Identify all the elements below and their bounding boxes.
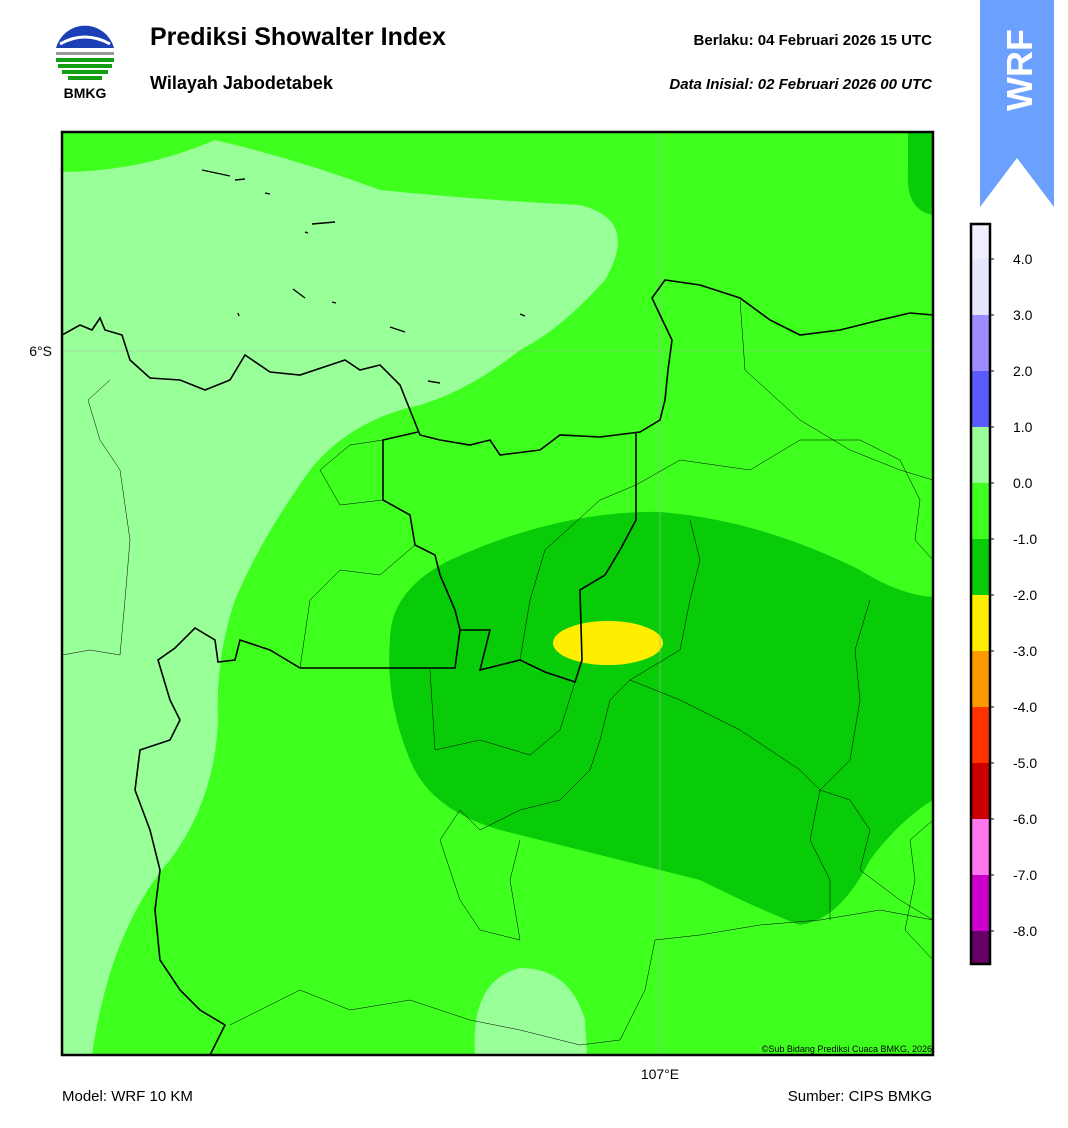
colorbar-segment bbox=[971, 539, 990, 595]
colorbar-label: 4.0 bbox=[1013, 251, 1033, 267]
colorbar-label: -3.0 bbox=[1013, 643, 1037, 659]
colorbar-label: -6.0 bbox=[1013, 811, 1037, 827]
subtitle: Wilayah Jabodetabek bbox=[150, 73, 334, 93]
colorbar-label: -1.0 bbox=[1013, 531, 1037, 547]
map-frame bbox=[60, 130, 935, 1057]
banner-text: WRF bbox=[999, 29, 1040, 111]
colorbar-segment bbox=[971, 427, 990, 483]
colorbar-segment bbox=[971, 931, 990, 964]
map-field bbox=[62, 132, 933, 1055]
title: Prediksi Showalter Index bbox=[150, 23, 446, 51]
colorbar-segment bbox=[971, 875, 990, 931]
logo-text: BMKG bbox=[64, 85, 107, 101]
init-time: Data Inisial: 02 Februari 2026 00 UTC bbox=[669, 76, 933, 93]
colorbar-segment bbox=[971, 763, 990, 819]
colorbar: 4.0 3.0 2.0 1.0 0.0 -1.0 -2.0 -3.0 -4.0 -5.0 -6.0 -… bbox=[969, 222, 1037, 966]
valid-time: Berlaku: 04 Februari 2026 15 UTC bbox=[694, 32, 933, 49]
colorbar-frame bbox=[969, 222, 992, 966]
colorbar-label: -2.0 bbox=[1013, 587, 1037, 603]
colorbar-segment bbox=[971, 595, 990, 651]
credit: ©Sub Bidang Prediksi Cuaca BMKG, 2026 bbox=[762, 1044, 932, 1054]
colorbar-label: -7.0 bbox=[1013, 867, 1037, 883]
footer-source: Sumber: CIPS BMKG bbox=[788, 1088, 932, 1105]
colorbar-segment bbox=[971, 259, 990, 315]
colorbar-label: 1.0 bbox=[1013, 419, 1033, 435]
colorbar-label: 2.0 bbox=[1013, 363, 1033, 379]
colorbar-segment bbox=[971, 371, 990, 427]
lat-label: 6°S bbox=[29, 343, 52, 359]
colorbar-segment bbox=[971, 651, 990, 707]
wrf-banner: WRF bbox=[980, 0, 1054, 207]
bmkg-logo: BMKG bbox=[56, 25, 114, 101]
colorbar-label: -4.0 bbox=[1013, 699, 1037, 715]
colorbar-label: -5.0 bbox=[1013, 755, 1037, 771]
colorbar-segment bbox=[971, 819, 990, 875]
colorbar-segment bbox=[971, 483, 990, 539]
colorbar-label: 3.0 bbox=[1013, 307, 1033, 323]
lon-label: 107°E bbox=[641, 1066, 679, 1082]
colorbar-segment bbox=[971, 224, 990, 259]
colorbar-label: 0.0 bbox=[1013, 475, 1033, 491]
colorbar-segment bbox=[971, 707, 990, 763]
colorbar-segment bbox=[971, 315, 990, 371]
colorbar-label: -8.0 bbox=[1013, 923, 1037, 939]
footer-model: Model: WRF 10 KM bbox=[62, 1088, 193, 1105]
